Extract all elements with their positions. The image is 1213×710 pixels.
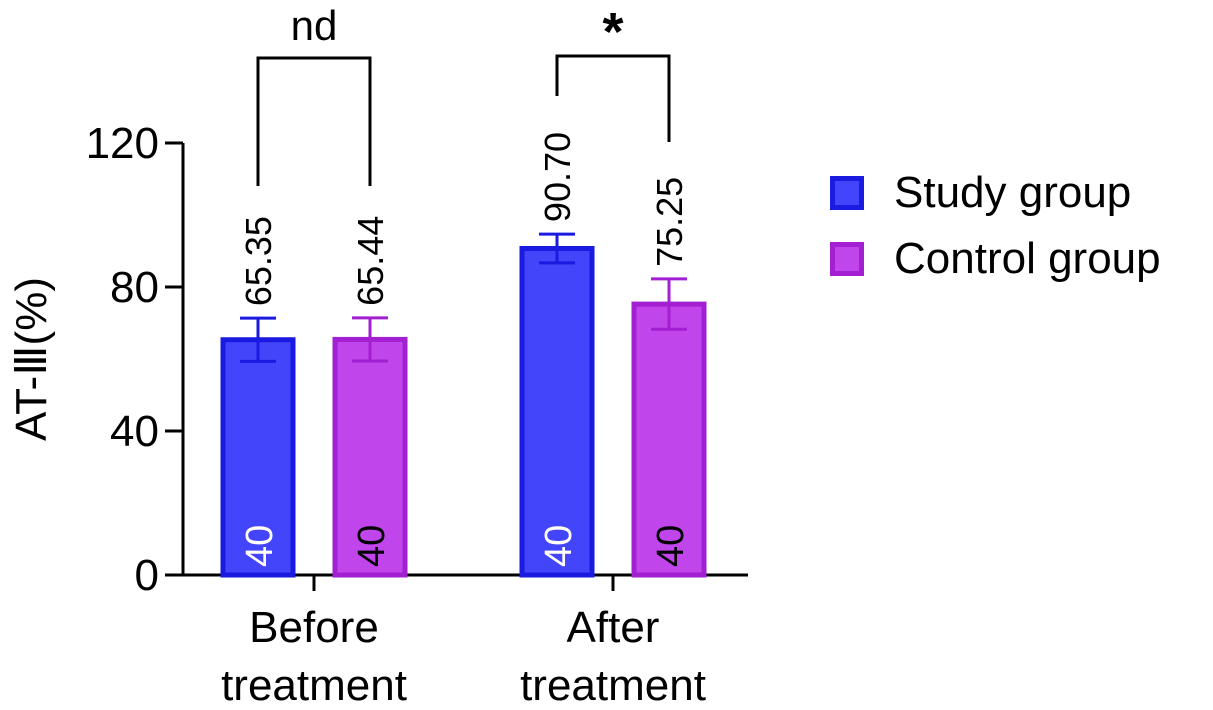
x-tick-label-1-0: After: [567, 603, 660, 652]
bar-0-0: [220, 337, 296, 578]
legend-swatch-study-group: [830, 176, 864, 210]
n-label-0-1: 40: [538, 525, 580, 567]
value-label-1-1: 75.25: [649, 177, 690, 267]
significance-label-1: *: [602, 2, 623, 62]
value-label-0-0: 65.35: [238, 216, 279, 306]
legend-item-control-group: Control group: [830, 226, 1161, 292]
n-label-0-0: 40: [239, 525, 281, 567]
legend: Study group Control group: [830, 160, 1161, 292]
n-label-1-1: 40: [650, 525, 692, 567]
y-tick-label-40: 40: [110, 407, 159, 456]
legend-item-study-group: Study group: [830, 160, 1161, 226]
x-tick-label-0-1: treatment: [221, 661, 407, 710]
x-tick-label-0-0: Before: [249, 603, 379, 652]
significance-label-0: nd: [291, 2, 338, 49]
y-tick-label-120: 120: [86, 119, 159, 168]
value-label-1-0: 65.44: [350, 216, 391, 306]
significance-bracket-1: [555, 54, 671, 142]
bar-0-1: [519, 245, 595, 578]
legend-label-study-group: Study group: [894, 168, 1132, 217]
value-label-0-1: 90.70: [537, 132, 578, 222]
legend-label-control-group: Control group: [894, 234, 1161, 283]
significance-bracket-0: [256, 56, 372, 186]
bar-1-0: [332, 336, 408, 578]
y-tick-label-80: 80: [110, 263, 159, 312]
bar-1-1: [631, 301, 707, 578]
legend-swatch-control-group: [830, 242, 864, 276]
x-tick-label-1-1: treatment: [520, 661, 706, 710]
y-axis-label: AT-Ⅲ(%): [7, 277, 56, 441]
y-tick-label-0: 0: [135, 551, 159, 600]
n-label-1-0: 40: [351, 525, 393, 567]
